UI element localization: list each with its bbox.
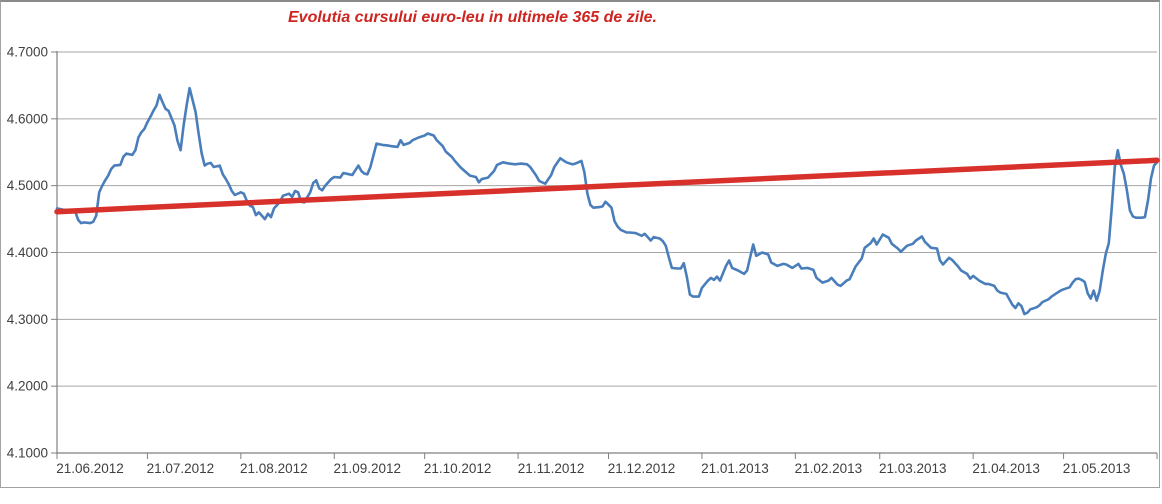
- trend-line-series: [54, 157, 1160, 215]
- y-axis-tick-label: 4.6000: [7, 111, 48, 126]
- chart-frame: [0, 0, 1160, 488]
- x-axis-tick-label: 21.04.2013: [972, 461, 1040, 476]
- x-axis-tick-label: 21.05.2013: [1063, 461, 1131, 476]
- rate-line-series: [55, 86, 1159, 316]
- y-axis-tick-label: 4.2000: [7, 379, 48, 394]
- x-axis-tick-label: 21.12.2012: [608, 461, 676, 476]
- y-axis-tick-label: 4.7000: [7, 45, 48, 60]
- x-axis-tick-label: 21.09.2012: [333, 461, 401, 476]
- y-axis-tick-label: 4.5000: [7, 178, 48, 193]
- x-axis-tick-label: 21.07.2012: [147, 461, 215, 476]
- x-axis-tick-label: 21.02.2013: [795, 461, 863, 476]
- x-axis-tick-label: 21.01.2013: [701, 461, 769, 476]
- x-axis-tick-label: 21.10.2012: [424, 461, 492, 476]
- chart-title: Evolutia cursului euro-leu in ultimele 3…: [288, 9, 657, 26]
- x-axis-tick-label: 21.11.2012: [518, 461, 585, 476]
- y-axis-tick-label: 4.1000: [7, 446, 48, 461]
- x-axis-tick-label: 21.08.2012: [240, 461, 308, 476]
- y-axis-tick-label: 4.3000: [7, 312, 48, 327]
- x-axis-tick-label: 21.06.2012: [56, 461, 124, 476]
- x-axis-tick-label: 21.03.2013: [879, 461, 947, 476]
- y-axis-tick-label: 4.4000: [7, 245, 48, 260]
